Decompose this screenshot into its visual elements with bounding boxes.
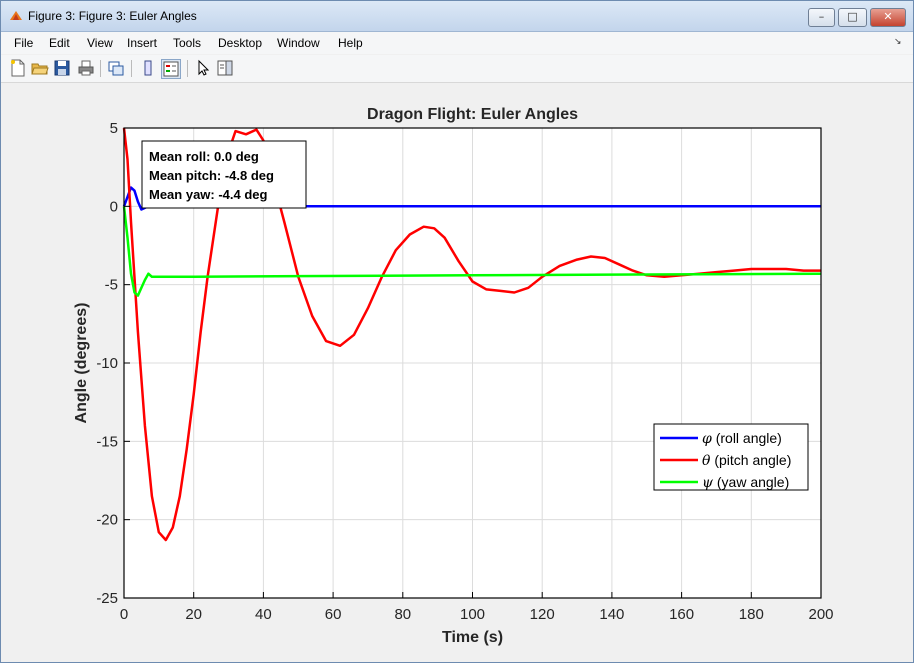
menu-desktop[interactable]: Desktop — [218, 36, 263, 50]
x-tick-label: 200 — [808, 606, 833, 623]
save-icon[interactable] — [53, 59, 71, 77]
mean-pitch-text: Mean pitch: -4.8 deg — [149, 168, 274, 183]
plot-area: 0 20 40 60 80 100 120 140 160 180 200 5 0 -5 -10 -15 -20… — [73, 106, 834, 646]
axis-ticks: 0 20 40 60 80 100 120 140 160 180 200 5 0 -5 -10 -15 -20… — [96, 120, 833, 623]
y-tick-label: 0 — [110, 198, 118, 215]
legend[interactable]: φ (roll angle) θ (pitch angle) ψ (yaw angl… — [653, 423, 809, 491]
close-button[interactable]: ✕ — [870, 8, 906, 27]
x-tick-label: 0 — [120, 606, 128, 623]
dock-arrow-icon[interactable]: ↘ — [894, 37, 902, 47]
x-tick-label: 40 — [255, 606, 272, 623]
toolbar-separator — [187, 60, 188, 77]
toolbar — [1, 55, 913, 83]
y-tick-label: -10 — [96, 355, 118, 372]
maximize-button[interactable]: □ — [838, 8, 867, 27]
chart-title: Dragon Flight: Euler Angles — [367, 106, 578, 123]
x-tick-label: 100 — [460, 606, 485, 623]
y-axis-label: Angle (degrees) — [73, 303, 90, 424]
x-tick-label: 140 — [599, 606, 624, 623]
matlab-icon — [10, 11, 22, 20]
series-line-3[interactable] — [122, 206, 822, 297]
x-tick-label: 60 — [325, 606, 342, 623]
menu-window[interactable]: Window — [277, 36, 320, 50]
x-tick-label: 20 — [185, 606, 202, 623]
menu-file[interactable]: File — [14, 36, 34, 50]
menu-insert[interactable]: Insert — [127, 36, 158, 50]
y-tick-label: 5 — [110, 120, 118, 137]
menu-tools[interactable]: Tools — [173, 36, 202, 50]
title-bar[interactable]: Figure 3: Figure 3: Euler Angles – □ ✕ — [1, 1, 913, 32]
y-tick-label: -25 — [96, 590, 118, 607]
link-plot-icon[interactable] — [107, 59, 125, 77]
mean-annotation-box[interactable]: Mean roll: 0.0 deg Mean pitch: -4.8 deg … — [141, 140, 307, 209]
window-title: Figure 3: Figure 3: Euler Angles — [28, 9, 197, 23]
colorbar-icon[interactable] — [139, 59, 157, 77]
legend-label: θ (pitch angle) — [702, 452, 791, 469]
menu-bar: File Edit View Insert Tools Desktop Wind… — [1, 32, 913, 54]
legend-icon[interactable] — [161, 59, 181, 79]
menu-edit[interactable]: Edit — [49, 36, 70, 50]
new-figure-icon[interactable] — [9, 59, 27, 77]
x-tick-label: 120 — [530, 606, 555, 623]
menu-help[interactable]: Help — [338, 36, 363, 50]
mean-yaw-text: Mean yaw: -4.4 deg — [149, 187, 268, 202]
x-tick-label: 160 — [669, 606, 694, 623]
toolbar-separator — [100, 60, 101, 77]
y-tick-label: -20 — [96, 512, 118, 529]
x-axis-label: Time (s) — [442, 629, 503, 646]
toolbar-separator — [131, 60, 132, 77]
property-editor-icon[interactable] — [216, 59, 234, 77]
edit-plot-icon[interactable] — [194, 59, 212, 77]
mean-roll-text: Mean roll: 0.0 deg — [149, 149, 259, 164]
menu-view[interactable]: View — [87, 36, 113, 50]
print-icon[interactable] — [77, 59, 95, 77]
x-tick-label: 180 — [739, 606, 764, 623]
legend-label: φ (roll angle) — [702, 430, 782, 447]
open-file-icon[interactable] — [31, 59, 49, 77]
x-tick-label: 80 — [394, 606, 411, 623]
figure-canvas: 0 20 40 60 80 100 120 140 160 180 200 5 0 -5 -10 -15 -20… — [6, 84, 908, 658]
legend-label: ψ (yaw angle) — [702, 474, 789, 491]
minimize-button[interactable]: – — [808, 8, 835, 27]
y-tick-label: -15 — [96, 433, 118, 450]
y-tick-label: -5 — [105, 277, 118, 294]
